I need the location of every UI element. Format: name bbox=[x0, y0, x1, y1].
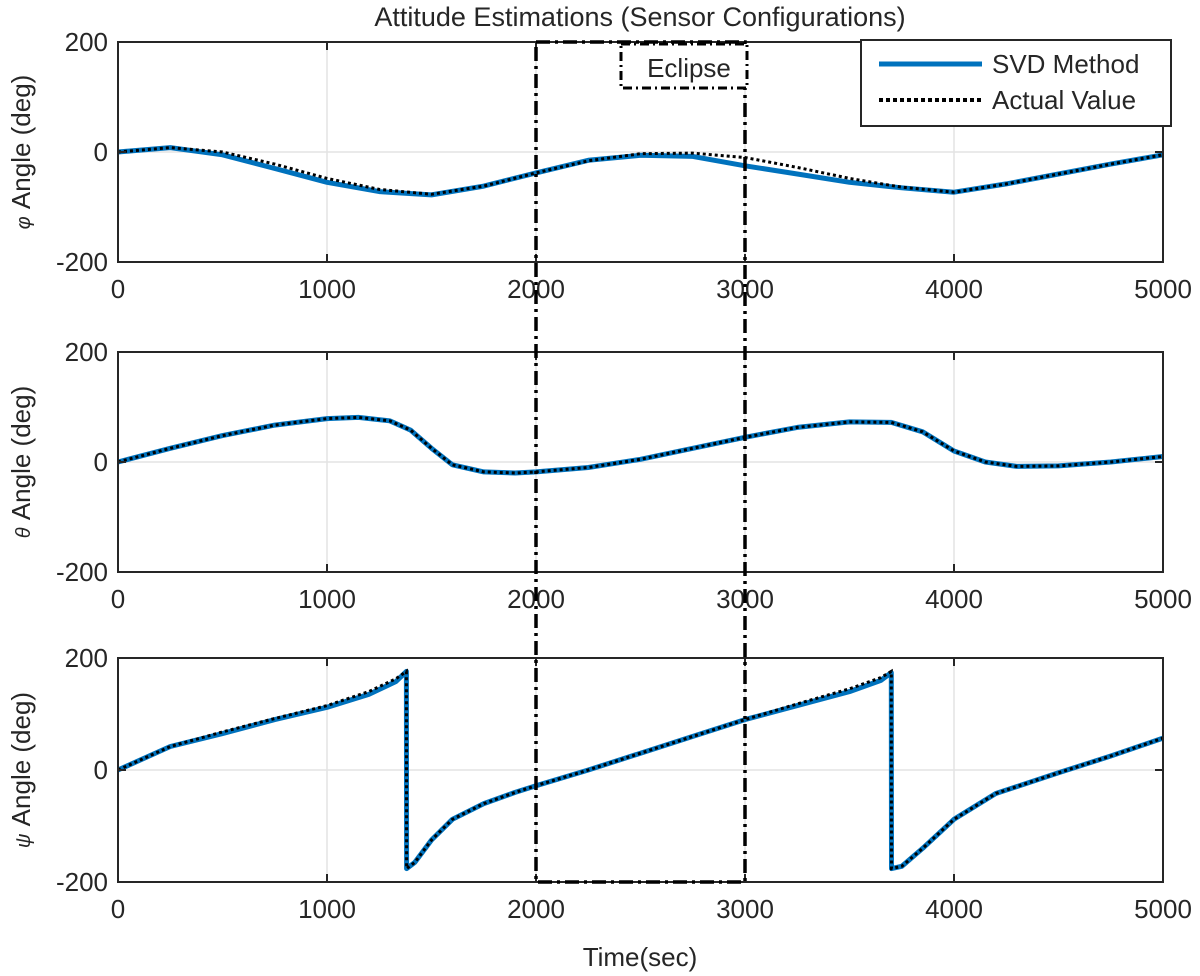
y-tick-label: 0 bbox=[94, 137, 108, 167]
x-tick-label: 5000 bbox=[1134, 894, 1192, 924]
series-svd-method-line bbox=[117, 145, 1164, 198]
y-axis-label: φ Angle (deg) bbox=[6, 75, 36, 230]
series-actual-value-line bbox=[117, 415, 1164, 475]
x-axis-label: Time(sec) bbox=[583, 942, 698, 972]
eclipse-label: Eclipse bbox=[647, 53, 731, 83]
x-tick-label: 4000 bbox=[925, 274, 983, 304]
legend-label-svd: SVD Method bbox=[992, 49, 1139, 79]
y-axis-label: θ Angle (deg) bbox=[6, 386, 36, 539]
x-tick-label: 4000 bbox=[925, 584, 983, 614]
legend: SVD Method Actual Value bbox=[860, 39, 1172, 127]
x-tick-label: 5000 bbox=[1134, 584, 1192, 614]
legend-box bbox=[860, 39, 1172, 127]
y-tick-label: -200 bbox=[56, 557, 108, 587]
y-tick-label: -200 bbox=[56, 867, 108, 897]
x-tick-label: 1000 bbox=[298, 894, 356, 924]
legend-label-actual: Actual Value bbox=[992, 85, 1136, 115]
x-tick-label: 3000 bbox=[716, 894, 774, 924]
y-tick-label: 200 bbox=[65, 337, 108, 367]
x-tick-label: 1000 bbox=[298, 274, 356, 304]
eclipse-region bbox=[534, 40, 747, 884]
y-tick-label: 200 bbox=[65, 27, 108, 57]
series-actual-value-line bbox=[117, 146, 1164, 196]
x-tick-label: 0 bbox=[111, 584, 125, 614]
series-actual-value-line bbox=[117, 668, 1164, 872]
x-tick-label: 5000 bbox=[1134, 274, 1192, 304]
eclipse-annotation: Eclipse bbox=[534, 40, 749, 884]
x-tick-label: 0 bbox=[111, 274, 125, 304]
eclipse-label-box bbox=[619, 42, 749, 90]
figure-title: Attitude Estimations (Sensor Configurati… bbox=[374, 2, 905, 32]
y-tick-label: -200 bbox=[56, 247, 108, 277]
x-tick-label: 2000 bbox=[507, 894, 565, 924]
y-tick-label: 0 bbox=[94, 447, 108, 477]
x-tick-label: 0 bbox=[111, 894, 125, 924]
y-tick-label: 0 bbox=[94, 755, 108, 785]
x-tick-label: 1000 bbox=[298, 584, 356, 614]
x-tick-label: 4000 bbox=[925, 894, 983, 924]
y-axis-label: ψ Angle (deg) bbox=[6, 692, 36, 848]
series-svd-method-line bbox=[117, 414, 1164, 476]
y-tick-label: 200 bbox=[65, 643, 108, 673]
